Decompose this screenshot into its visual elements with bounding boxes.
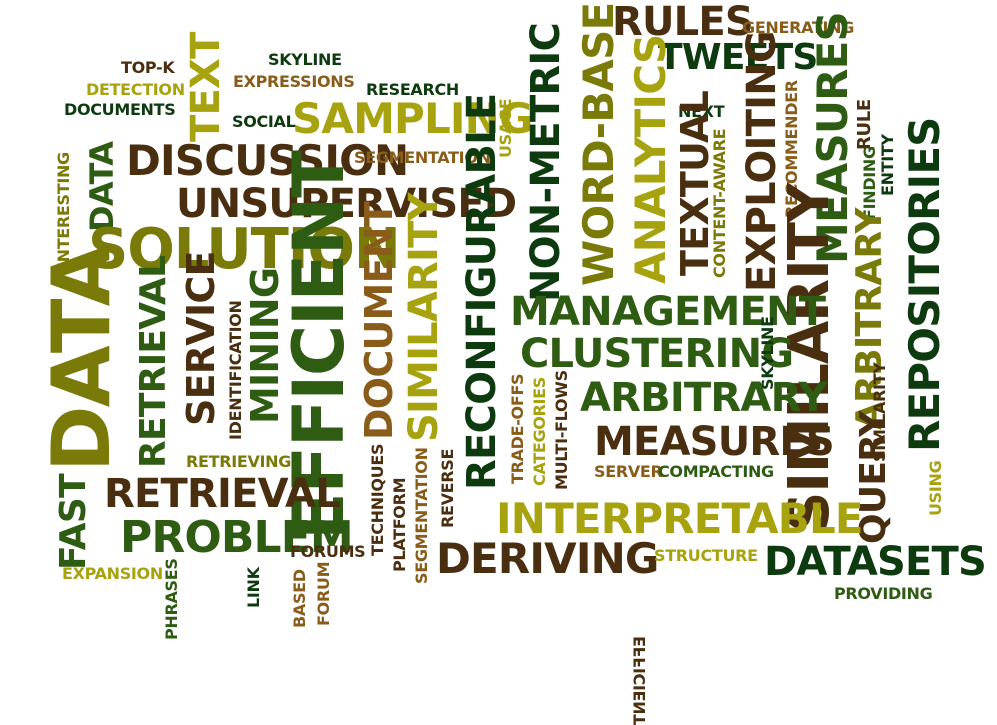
word-interpretable: INTERPRETABLE <box>496 494 864 543</box>
word-arbitrary-2: ARBITRARY <box>580 375 827 421</box>
word-repositories: REPOSITORIES <box>900 117 949 452</box>
word-techniques: TECHNIQUES <box>368 443 387 556</box>
word-rule: RULE <box>854 99 875 150</box>
word-based: BASED <box>290 569 309 628</box>
word-multi-flows: MULTI-FLOWS <box>552 370 571 490</box>
word-identification: IDENTIFICATION <box>226 300 245 440</box>
word-similarity-2: SIMILARITY <box>401 193 447 442</box>
word-social: SOCIAL <box>232 112 296 131</box>
word-segmentation-2: SEGMENTATION <box>412 447 431 584</box>
word-trade-offs: TRADE-OFFS <box>508 373 527 484</box>
word-structure: STRUCTURE <box>654 546 758 565</box>
word-text: TEXT <box>183 32 229 142</box>
word-phrases: PHRASES <box>162 558 181 640</box>
word-top-k: TOP-K <box>121 58 175 77</box>
word-next: NEXT <box>678 102 725 121</box>
word-management: MANAGEMENT <box>510 289 826 335</box>
word-service: SERVICE <box>179 251 223 426</box>
word-link: LINK <box>244 567 263 608</box>
word-unsupervised: UNSUPERVISED <box>176 181 517 227</box>
word-research: RESEARCH <box>366 80 459 99</box>
word-using: USING <box>926 460 945 516</box>
word-generating: GENERATING <box>742 18 855 37</box>
word-textual: TEXTUAL <box>673 90 717 276</box>
word-efficient-2: EFFICIENT <box>630 636 649 725</box>
word-entity: ENTITY <box>878 134 897 196</box>
word-forum: FORUM <box>314 561 333 626</box>
word-discussion: DISCUSSION <box>126 136 409 185</box>
word-reverse: REVERSE <box>438 448 457 528</box>
word-expressions: EXPRESSIONS <box>233 72 355 91</box>
word-data-2: DATA <box>35 246 128 472</box>
word-datasets: DATASETS <box>764 539 987 585</box>
word-platform: PLATFORM <box>390 477 409 572</box>
word-segmentation-1: SEGMENTATION <box>354 148 491 167</box>
word-solution: SOLUTION <box>88 217 401 282</box>
word-problem: PROBLEM <box>120 512 354 563</box>
word-tweets: TWEETS <box>658 37 818 78</box>
word-measures-2: MEASURES <box>594 419 835 465</box>
word-sampling: SAMPLING <box>292 94 533 143</box>
word-detection: DETECTION <box>86 80 185 99</box>
word-non-metric: NON-METRIC <box>523 22 569 302</box>
word-forums: FORUMS <box>290 542 366 561</box>
word-document: DOCUMENT <box>357 201 401 440</box>
word-fast: FAST <box>53 474 94 570</box>
word-expansion: EXPANSION <box>62 564 163 583</box>
word-retrieval-1: RETRIEVAL <box>133 255 174 468</box>
word-clustering: CLUSTERING <box>520 331 794 377</box>
word-providing: PROVIDING <box>834 584 933 603</box>
word-documents: DOCUMENTS <box>64 100 176 119</box>
word-exploiting: EXPLOITING <box>739 31 785 292</box>
word-server: SERVER <box>594 462 663 481</box>
word-reconfigurable: RECONFIGURABLE <box>459 93 505 490</box>
word-retrieving: RETRIEVING <box>186 452 292 471</box>
word-rules: RULES <box>612 0 754 45</box>
word-analytics: ANALYTICS <box>626 34 675 284</box>
word-deriving: DERIVING <box>436 534 659 583</box>
word-cloud: RULES GENERATING TWEETS TOP-K SKYLINE EX… <box>35 0 987 725</box>
word-compacting: COMPACTING <box>658 462 774 481</box>
word-skyline: SKYLINE <box>268 50 342 69</box>
word-categories: CATEGORIES <box>530 377 549 486</box>
word-similarity-3: SIMILARITY <box>870 362 889 462</box>
word-word-based: WORD-BASED <box>574 0 623 286</box>
word-content-aware: CONTENT-AWARE <box>710 128 729 278</box>
word-retrieval-2: RETRIEVAL <box>104 471 341 517</box>
